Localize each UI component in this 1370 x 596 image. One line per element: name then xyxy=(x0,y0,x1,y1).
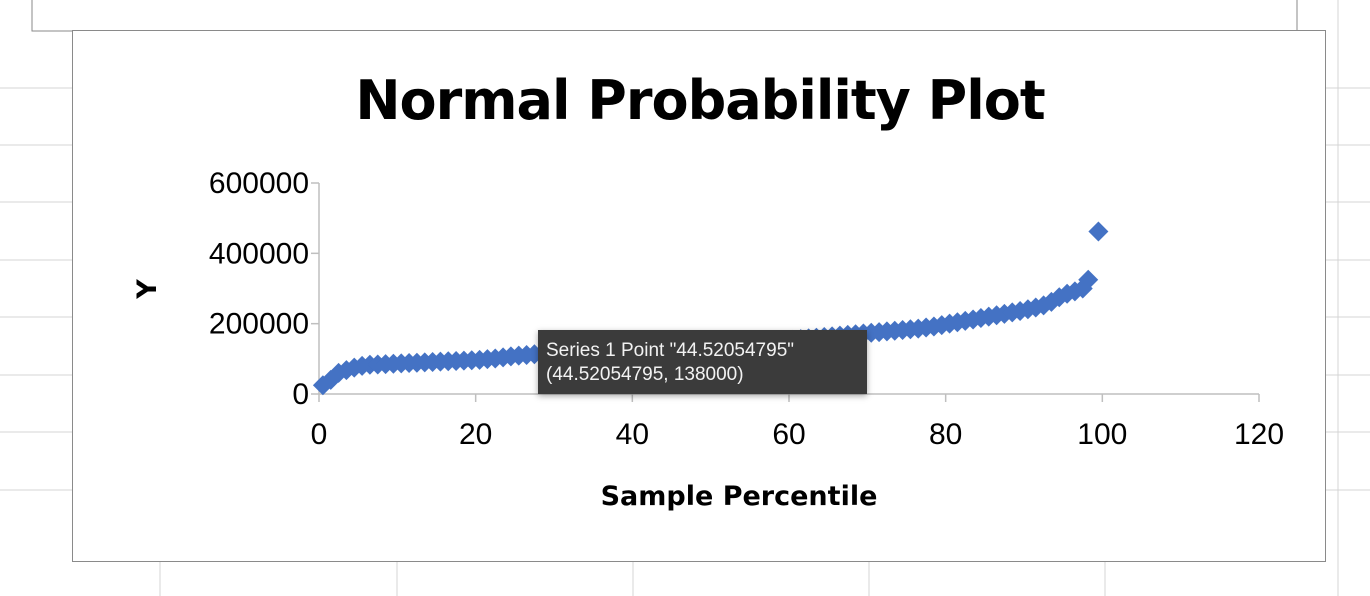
chart-area[interactable]: Normal Probability Plot 0 200000 400000 600… xyxy=(72,30,1326,562)
data-point-tooltip: Series 1 Point "44.52054795" (44.5205479… xyxy=(538,330,867,394)
x-axis-title[interactable]: Sample Percentile xyxy=(601,481,878,512)
x-tick-label: 100 xyxy=(1077,418,1127,451)
chart-above-frame xyxy=(31,0,1298,32)
plot-area: 0 200000 400000 600000 0 20 40 60 80 100 120 Sample… xyxy=(132,167,1284,512)
data-point-marker[interactable] xyxy=(1041,291,1062,312)
data-point-marker[interactable] xyxy=(1078,269,1099,290)
x-tick-label: 40 xyxy=(616,418,649,451)
data-point-marker[interactable] xyxy=(1088,221,1109,242)
x-tick-label: 120 xyxy=(1234,418,1284,451)
y-tick-label: 600000 xyxy=(209,167,309,200)
y-tick-label: 400000 xyxy=(209,237,309,270)
y-tick-label: 0 xyxy=(292,378,309,411)
x-tick-label: 0 xyxy=(311,418,328,451)
x-tick-label: 60 xyxy=(772,418,805,451)
x-tick-label: 80 xyxy=(929,418,962,451)
chart-title[interactable]: Normal Probability Plot xyxy=(355,69,1045,132)
x-tick-label: 20 xyxy=(459,418,492,451)
y-axis-title[interactable]: Y xyxy=(132,279,163,300)
y-tick-label: 200000 xyxy=(209,308,309,341)
tooltip-value-line: (44.52054795, 138000) xyxy=(546,364,744,385)
tooltip-series-line: Series 1 Point "44.52054795" xyxy=(546,340,795,361)
data-point-marker[interactable] xyxy=(1064,281,1085,302)
